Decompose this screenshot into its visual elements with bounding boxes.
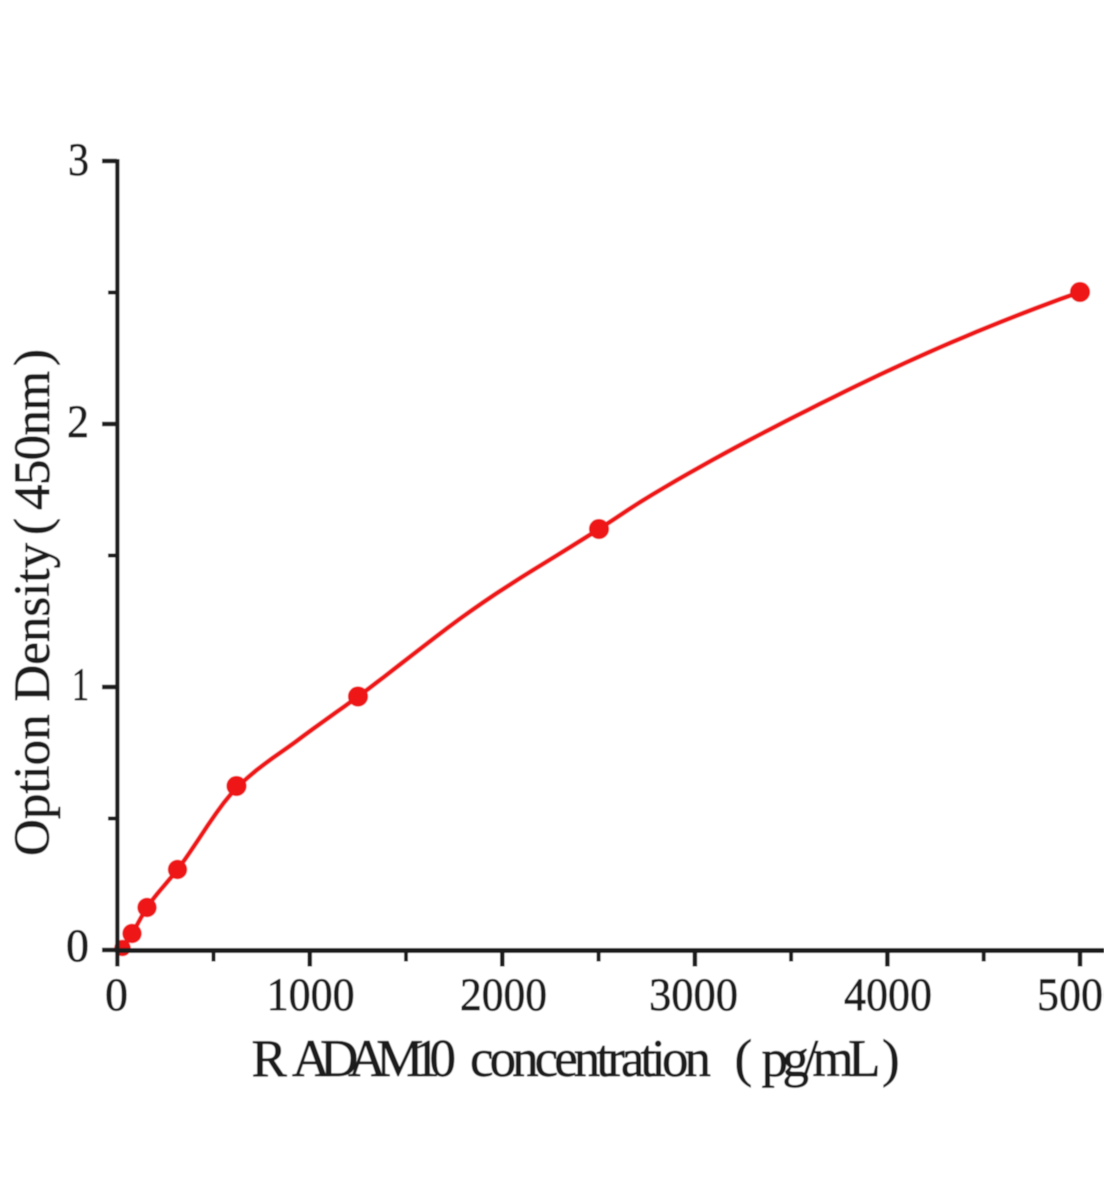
svg-text:0: 0 bbox=[105, 969, 128, 1021]
svg-text:2000: 2000 bbox=[460, 969, 547, 1021]
svg-text:5000: 5000 bbox=[1037, 969, 1104, 1021]
svg-text:Option Density(450nm): Option Density(450nm) bbox=[5, 349, 61, 856]
svg-text:3: 3 bbox=[68, 134, 89, 186]
svg-text:4000: 4000 bbox=[844, 969, 932, 1021]
svg-text:1: 1 bbox=[72, 659, 89, 711]
svg-text:0: 0 bbox=[66, 920, 89, 972]
svg-text:1000: 1000 bbox=[267, 969, 355, 1021]
svg-text:3000: 3000 bbox=[649, 969, 738, 1021]
svg-text:2: 2 bbox=[67, 396, 89, 448]
